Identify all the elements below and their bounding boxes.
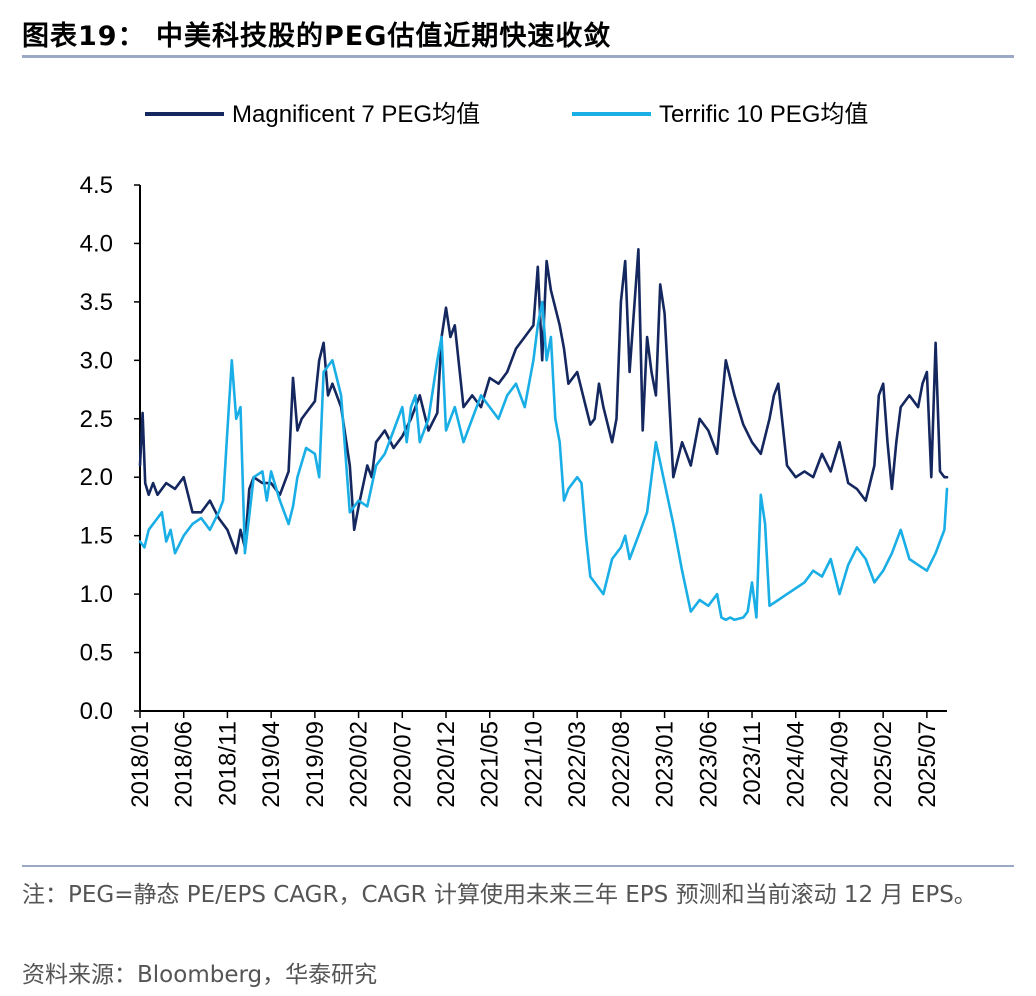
x-tick-label: 2025/02: [870, 721, 897, 808]
y-tick-label: 3.0: [80, 347, 113, 374]
y-tick-label: 0.0: [80, 698, 113, 725]
y-tick-label: 3.5: [80, 289, 113, 316]
x-tick-label: 2024/04: [783, 721, 810, 808]
chart-note: 注：PEG=静态 PE/EPS CAGR，CAGR 计算使用未来三年 EPS 预…: [22, 882, 977, 908]
x-tick-label: 2018/06: [171, 721, 198, 808]
figure-title: 图表19： 中美科技股的PEG估值近期快速收敛: [22, 21, 612, 52]
plot-lines: [138, 248, 949, 622]
footer-rule: [22, 865, 1014, 867]
y-tick-label: 1.5: [80, 523, 113, 550]
peg-line-chart: Magnificent 7 PEG均值 Terrific 10 PEG均值 0.…: [80, 101, 949, 808]
x-tick-label: 2025/07: [914, 721, 941, 808]
x-tick-label: 2020/02: [346, 721, 373, 808]
x-tick-label: 2019/09: [302, 721, 329, 808]
title-rule: [22, 55, 1014, 58]
y-tick-label: 4.5: [80, 172, 113, 199]
chart-legend: Magnificent 7 PEG均值 Terrific 10 PEG均值: [145, 101, 868, 128]
legend-label-series-1: Magnificent 7 PEG均值: [232, 101, 480, 128]
x-tick-label: 2020/07: [389, 721, 416, 808]
x-tick-label: 2020/12: [433, 721, 460, 808]
legend-label-series-2: Terrific 10 PEG均值: [659, 101, 868, 128]
x-tick-label: 2021/10: [520, 721, 547, 808]
x-tick-label: 2019/04: [258, 721, 285, 808]
chart-source: 资料来源：Bloomberg，华泰研究: [22, 962, 378, 988]
x-axis: 2018/01 2018/06 2018/11 2019/04 2019/09 2020/…: [127, 710, 947, 808]
y-tick-label: 2.5: [80, 406, 113, 433]
x-tick-label: 2022/08: [608, 721, 635, 808]
y-tick-label: 0.5: [80, 640, 113, 667]
x-tick-label: 2023/11: [739, 721, 766, 806]
y-tick-label: 1.0: [80, 581, 113, 608]
x-tick-label: 2023/01: [652, 721, 679, 808]
x-tick-label: 2018/01: [127, 721, 154, 808]
series-line-1: [138, 248, 949, 555]
x-tick-label: 2024/09: [826, 721, 853, 808]
x-tick-label: 2022/03: [564, 721, 591, 808]
y-tick-label: 4.0: [80, 230, 113, 257]
series-line-2: [138, 300, 949, 622]
y-tick-label: 2.0: [80, 464, 113, 491]
x-tick-label: 2021/05: [477, 721, 504, 808]
y-axis: 0.0 0.5 1.0 1.5 2.0 2.5 3.0 3.5 4.0 4.5: [80, 172, 141, 725]
x-tick-label: 2018/11: [214, 721, 241, 806]
x-tick-label: 2023/06: [695, 721, 722, 808]
